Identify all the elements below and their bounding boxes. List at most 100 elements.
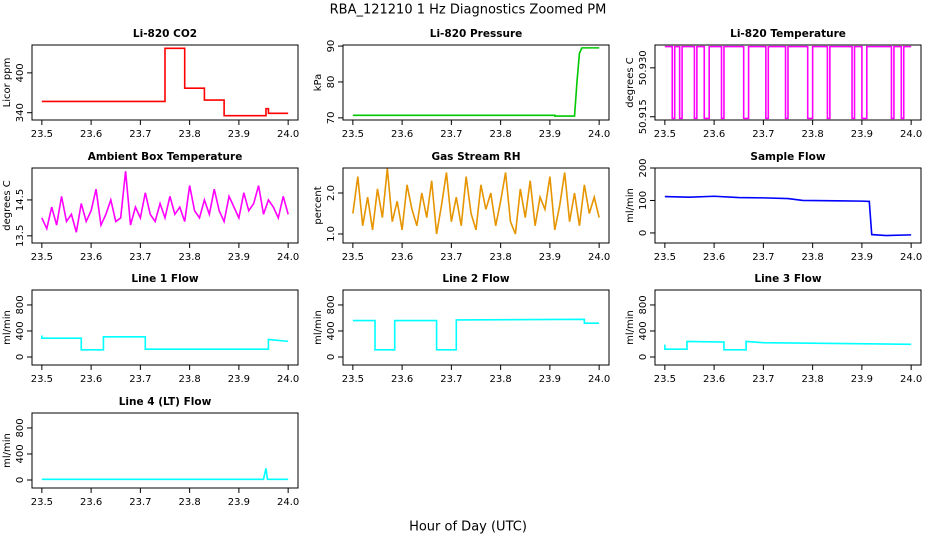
x-tick-label: 23.5 — [342, 129, 364, 140]
x-tick-label: 23.7 — [440, 252, 462, 263]
plot-frame — [654, 167, 922, 244]
x-tick-label: 23.6 — [391, 252, 413, 263]
x-tick-label: 23.8 — [178, 374, 200, 385]
x-tick-label: 24.0 — [277, 252, 299, 263]
x-axis-label: Hour of Day (UTC) — [409, 520, 527, 535]
x-tick-label: 23.6 — [703, 129, 725, 140]
data-line — [664, 340, 912, 351]
y-tick-label: 90 — [326, 40, 337, 53]
x-tick-label: 23.7 — [129, 129, 151, 140]
x-tick-label: 23.9 — [539, 374, 561, 385]
plot-frame — [654, 44, 922, 121]
x-tick-label: 24.0 — [900, 374, 922, 385]
y-tick-label: 340 — [15, 103, 26, 122]
panel-title: Li-820 CO2 — [133, 28, 197, 40]
y-axis-label: kPa — [313, 74, 324, 92]
x-tick-label: 23.8 — [178, 497, 200, 508]
y-axis-label: ml/min — [625, 188, 636, 223]
plot-frame — [31, 44, 299, 121]
x-tick-label: 23.8 — [801, 252, 823, 263]
data-line — [41, 47, 289, 117]
y-tick-label: 200 — [638, 158, 649, 177]
panel-title: Line 2 Flow — [442, 273, 509, 285]
x-tick-label: 23.9 — [851, 374, 873, 385]
x-tick-label: 23.6 — [391, 374, 413, 385]
page-title: RBA_121210 1 Hz Diagnostics Zoomed PM — [330, 3, 607, 18]
x-tick-label: 23.6 — [391, 129, 413, 140]
x-tick-label: 23.6 — [703, 252, 725, 263]
y-axis-label: ml/min — [313, 310, 324, 345]
y-tick-label: 400 — [15, 444, 26, 463]
y-tick-label: 0 — [15, 477, 26, 483]
y-tick-label: 100 — [638, 191, 649, 210]
y-tick-label: 50.915 — [638, 99, 649, 134]
y-tick-label: 400 — [15, 63, 26, 82]
x-tick-label: 23.6 — [80, 497, 102, 508]
x-tick-label: 23.7 — [440, 374, 462, 385]
x-tick-label: 23.8 — [489, 374, 511, 385]
y-tick-label: 800 — [326, 295, 337, 314]
y-tick-label: 2.0 — [326, 185, 337, 201]
x-tick-label: 23.9 — [228, 497, 250, 508]
x-tick-label: 23.5 — [654, 252, 676, 263]
y-tick-label: 0 — [15, 354, 26, 360]
plot-frame — [342, 167, 610, 244]
x-tick-label: 23.5 — [342, 252, 364, 263]
plot-frame — [342, 44, 610, 121]
y-axis-label: degrees C — [625, 57, 636, 107]
y-tick-label: 70 — [326, 111, 337, 124]
plot-frame — [31, 167, 299, 244]
x-tick-label: 24.0 — [900, 129, 922, 140]
x-tick-label: 23.6 — [80, 129, 102, 140]
x-tick-label: 23.8 — [178, 252, 200, 263]
x-tick-label: 23.7 — [752, 129, 774, 140]
x-tick-label: 24.0 — [588, 129, 610, 140]
panel-title: Gas Stream RH — [431, 151, 520, 163]
x-tick-label: 23.5 — [31, 252, 53, 263]
x-tick-label: 24.0 — [588, 252, 610, 263]
panel-title: Li-820 Pressure — [430, 28, 523, 40]
y-tick-label: 0 — [326, 354, 337, 360]
x-tick-label: 23.6 — [80, 374, 102, 385]
x-tick-label: 23.9 — [539, 129, 561, 140]
y-axis-label: ml/min — [625, 310, 636, 345]
data-line — [41, 468, 289, 481]
y-tick-label: 0 — [638, 354, 649, 360]
data-line — [41, 171, 289, 233]
x-tick-label: 23.6 — [80, 252, 102, 263]
y-axis-label: ml/min — [2, 433, 13, 468]
x-tick-label: 23.8 — [178, 129, 200, 140]
x-tick-label: 24.0 — [900, 252, 922, 263]
plot-frame — [342, 289, 610, 366]
x-tick-label: 23.5 — [654, 374, 676, 385]
x-tick-label: 23.5 — [31, 374, 53, 385]
plot-frame — [654, 289, 922, 366]
data-line — [352, 47, 600, 117]
y-tick-label: 800 — [638, 295, 649, 314]
y-axis-label: degrees C — [2, 180, 13, 230]
y-tick-label: 80 — [326, 76, 337, 89]
data-line — [41, 335, 289, 351]
plot-frame — [31, 289, 299, 366]
x-tick-label: 24.0 — [277, 129, 299, 140]
y-tick-label: 13.5 — [15, 225, 26, 247]
x-tick-label: 23.9 — [228, 252, 250, 263]
x-tick-label: 23.9 — [539, 252, 561, 263]
x-tick-label: 24.0 — [588, 374, 610, 385]
x-tick-label: 23.8 — [801, 129, 823, 140]
x-tick-label: 23.7 — [752, 374, 774, 385]
x-tick-label: 23.5 — [31, 497, 53, 508]
y-tick-label: 400 — [326, 321, 337, 340]
x-tick-label: 23.7 — [129, 252, 151, 263]
data-line — [352, 168, 600, 235]
data-line — [352, 318, 600, 351]
x-tick-label: 23.9 — [228, 129, 250, 140]
data-line — [664, 45, 912, 120]
x-tick-label: 23.7 — [440, 129, 462, 140]
y-tick-label: 800 — [15, 295, 26, 314]
x-tick-label: 23.9 — [851, 129, 873, 140]
y-tick-label: 1.0 — [326, 226, 337, 242]
x-tick-label: 23.9 — [228, 374, 250, 385]
x-tick-label: 23.5 — [31, 129, 53, 140]
